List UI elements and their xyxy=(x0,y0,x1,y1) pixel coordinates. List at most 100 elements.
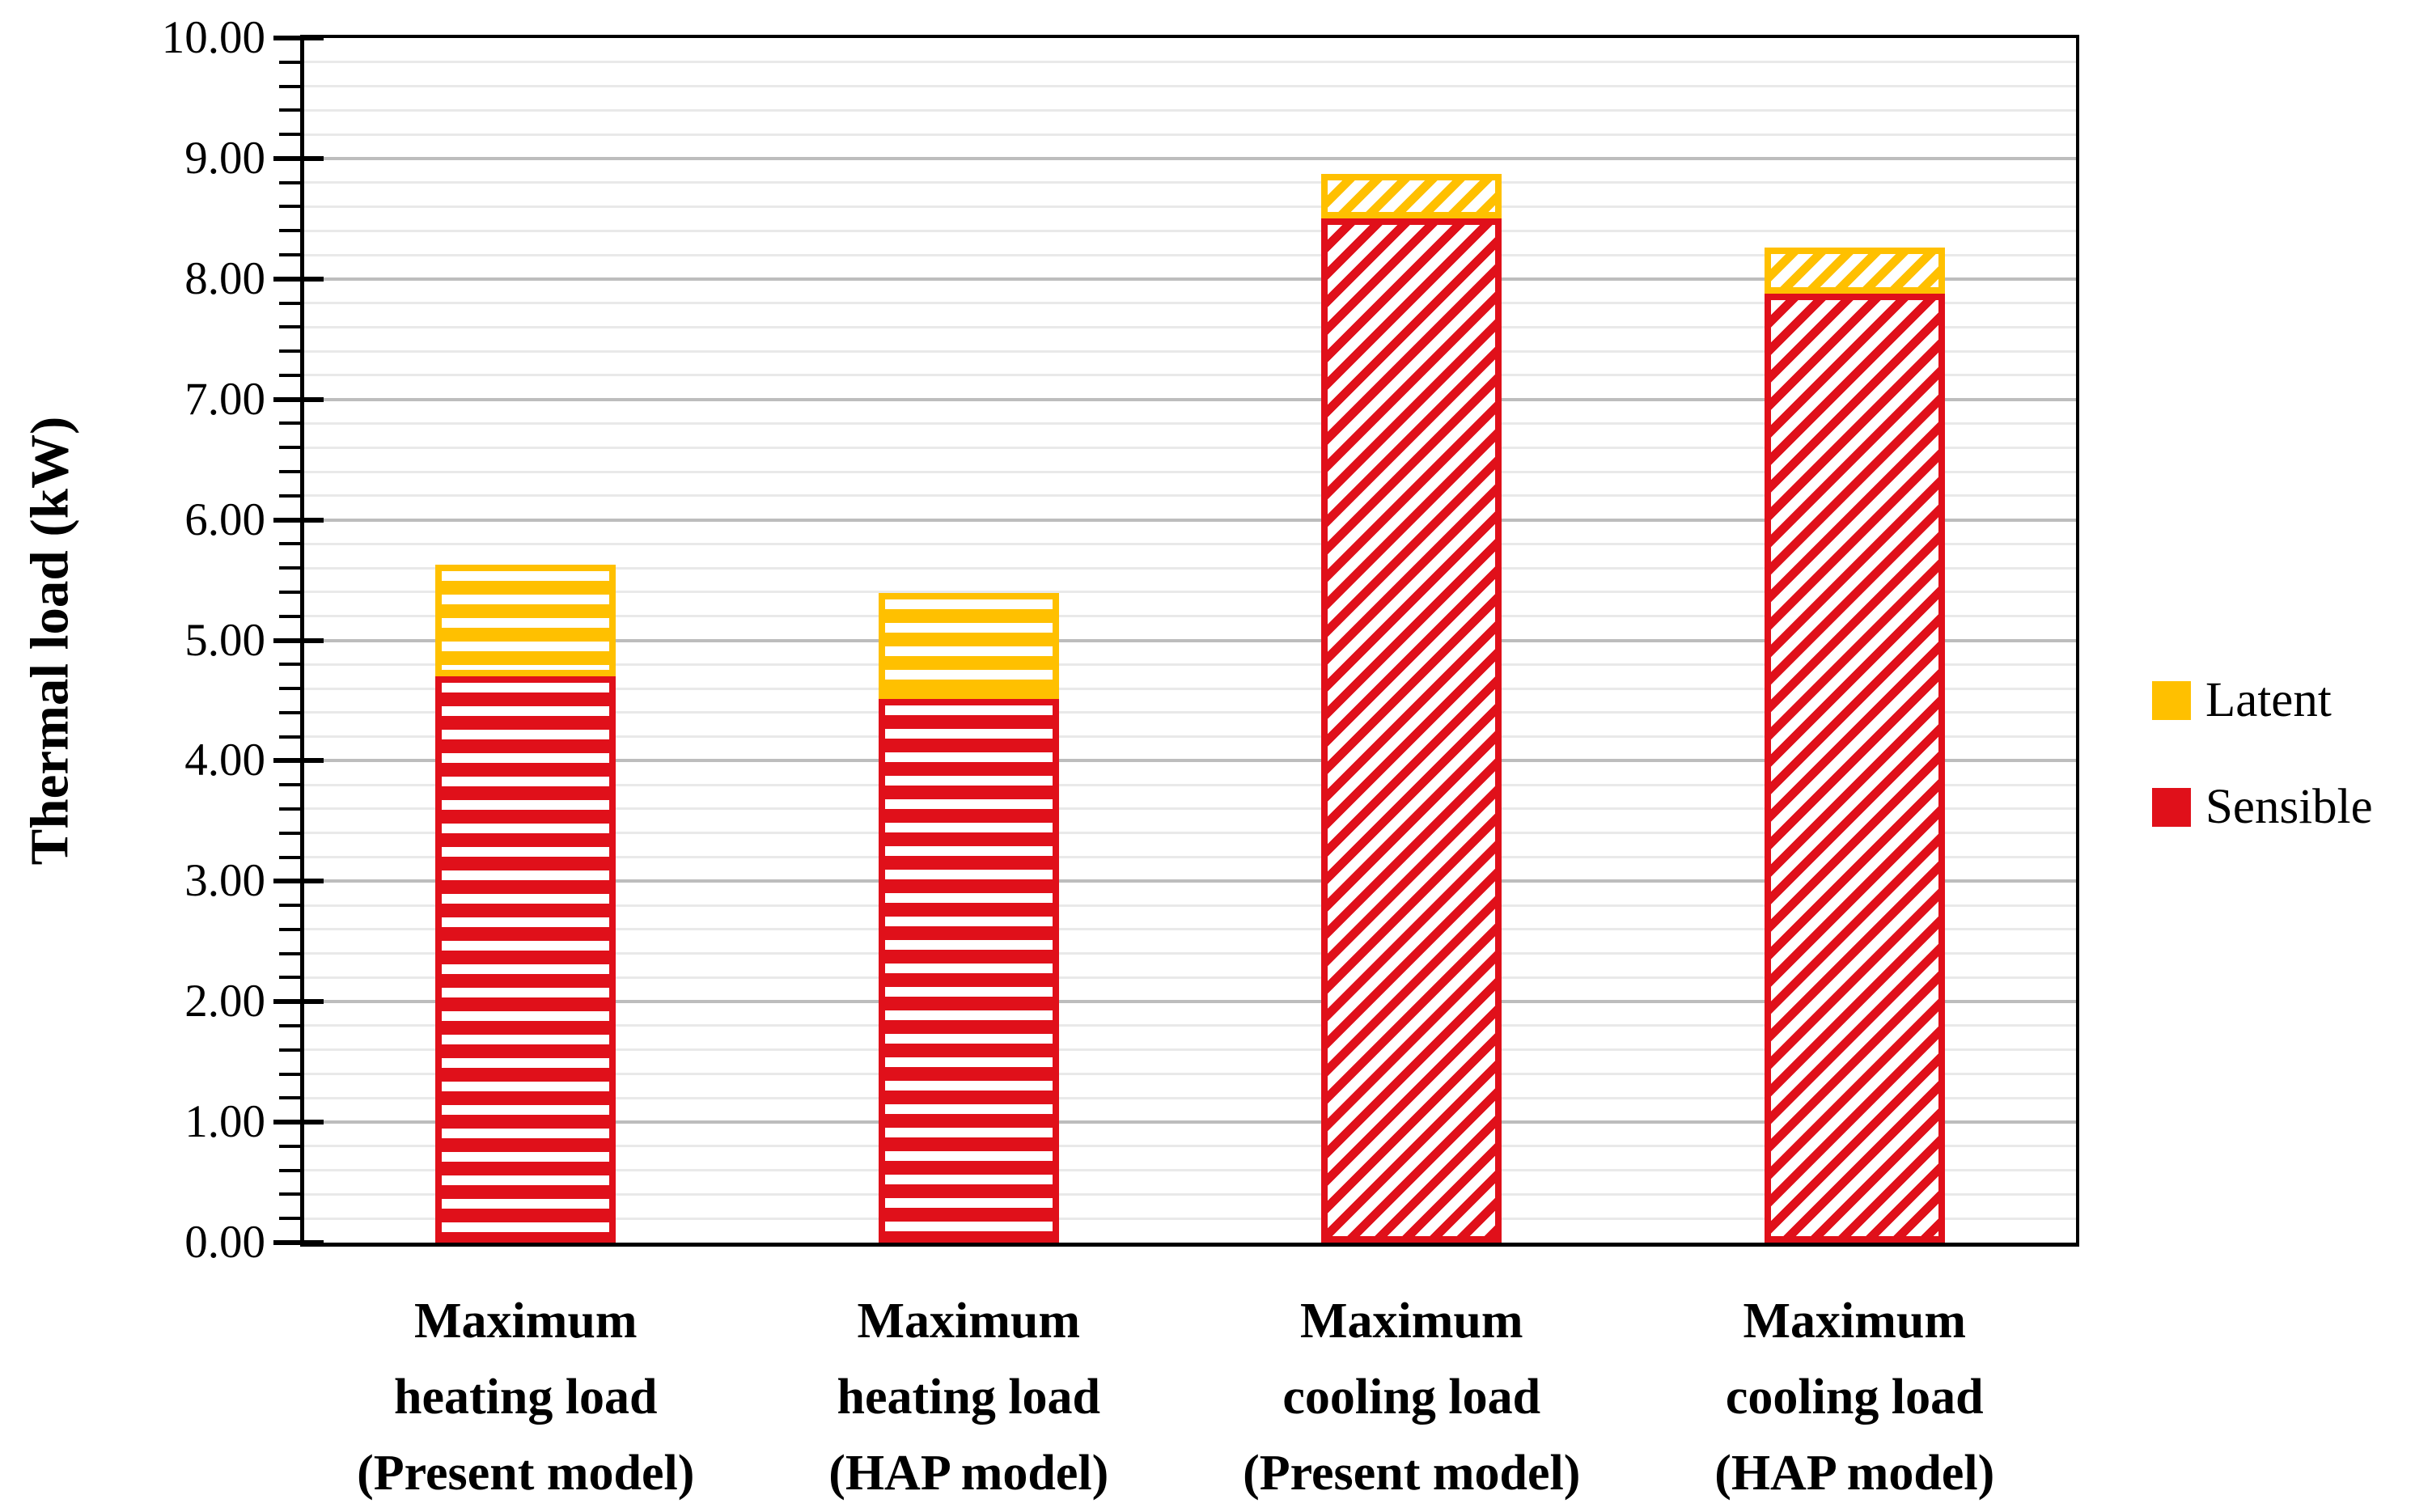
minor-gridline xyxy=(304,735,2076,739)
y-minor-tick xyxy=(279,1144,304,1148)
bar-latent-segment xyxy=(435,565,616,676)
major-gridline xyxy=(304,277,2076,281)
y-tick-label: 9.00 xyxy=(184,132,265,184)
minor-gridline xyxy=(304,1024,2076,1027)
y-minor-tick xyxy=(279,710,304,714)
category-label-line: Maximum xyxy=(857,1294,1081,1349)
y-major-tick xyxy=(273,36,324,40)
category-label-line: Maximum xyxy=(413,1294,638,1349)
major-gridline xyxy=(304,638,2076,642)
category-label-line: cooling load xyxy=(1725,1370,1984,1425)
y-minor-tick xyxy=(279,590,304,594)
y-minor-tick xyxy=(279,1217,304,1221)
y-minor-tick xyxy=(279,735,304,739)
minor-gridline xyxy=(304,928,2076,931)
minor-gridline xyxy=(304,108,2076,112)
bar-latent-segment xyxy=(878,593,1059,699)
category-label-line: Maximum xyxy=(1299,1294,1523,1349)
legend-swatch-latent xyxy=(2152,681,2191,720)
category-label: Maximum heating load (HAP model) xyxy=(742,1283,1195,1511)
minor-gridline xyxy=(304,807,2076,811)
legend-entry: Latent xyxy=(2152,676,2373,725)
y-minor-tick xyxy=(279,493,304,498)
y-tick-label: 5.00 xyxy=(184,614,265,666)
y-minor-tick xyxy=(279,133,304,137)
minor-gridline xyxy=(304,1145,2076,1148)
major-gridline xyxy=(304,397,2076,401)
minor-gridline xyxy=(304,85,2076,88)
minor-gridline xyxy=(304,591,2076,594)
bar-sensible-segment xyxy=(878,699,1059,1243)
y-minor-tick xyxy=(279,301,304,305)
minor-gridline xyxy=(304,856,2076,859)
minor-gridline xyxy=(304,133,2076,136)
major-gridline xyxy=(304,1120,2076,1124)
y-minor-tick xyxy=(279,1023,304,1027)
minor-gridline xyxy=(304,1169,2076,1172)
minor-gridline xyxy=(304,1192,2076,1196)
y-minor-tick xyxy=(279,84,304,88)
minor-gridline xyxy=(304,325,2076,328)
bar-sensible-segment xyxy=(435,676,616,1243)
category-label-line: (HAP model) xyxy=(1714,1446,1995,1501)
minor-gridline xyxy=(304,904,2076,907)
y-major-tick xyxy=(273,517,324,523)
y-minor-tick xyxy=(279,807,304,811)
y-major-tick xyxy=(273,1120,324,1125)
major-gridline xyxy=(304,1000,2076,1004)
y-major-tick xyxy=(273,155,324,161)
y-minor-tick xyxy=(279,1048,304,1052)
y-minor-tick xyxy=(279,470,304,474)
minor-gridline xyxy=(304,205,2076,208)
minor-gridline xyxy=(304,976,2076,979)
category-label-line: (Present model) xyxy=(357,1446,695,1501)
y-minor-tick xyxy=(279,783,304,787)
category-label-line: (HAP model) xyxy=(828,1446,1109,1501)
minor-gridline xyxy=(304,181,2076,184)
legend-label: Sensible xyxy=(2205,780,2373,834)
y-minor-tick xyxy=(279,325,304,329)
minor-gridline xyxy=(304,615,2076,618)
y-minor-tick xyxy=(279,976,304,980)
y-minor-tick xyxy=(279,253,304,257)
y-tick-label: 0.00 xyxy=(184,1217,265,1268)
y-tick-label: 2.00 xyxy=(184,976,265,1027)
y-tick-label: 7.00 xyxy=(184,373,265,425)
y-minor-tick xyxy=(279,421,304,426)
major-gridline xyxy=(304,518,2076,522)
y-minor-tick xyxy=(279,566,304,570)
y-minor-tick xyxy=(279,108,304,112)
plot-area xyxy=(300,35,2079,1247)
y-major-tick xyxy=(273,999,324,1005)
y-major-tick xyxy=(273,758,324,764)
y-tick-label: 3.00 xyxy=(184,855,265,907)
major-gridline xyxy=(304,759,2076,763)
category-label-line: heating load xyxy=(393,1370,658,1425)
y-major-tick xyxy=(273,1240,324,1245)
y-minor-tick xyxy=(279,1192,304,1196)
category-label-line: (Present model) xyxy=(1243,1446,1581,1501)
y-minor-tick xyxy=(279,831,304,835)
y-minor-tick xyxy=(279,1168,304,1172)
y-minor-tick xyxy=(279,1096,304,1100)
minor-gridline xyxy=(304,832,2076,835)
major-gridline xyxy=(304,156,2076,160)
y-major-tick xyxy=(273,637,324,643)
y-major-tick xyxy=(273,879,324,884)
y-minor-tick xyxy=(279,904,304,908)
minor-gridline xyxy=(304,783,2076,786)
bar-latent-segment xyxy=(1321,174,1502,218)
minor-gridline xyxy=(304,687,2076,690)
legend-swatch-sensible xyxy=(2152,788,2191,827)
major-gridline xyxy=(304,879,2076,883)
legend: Latent Sensible xyxy=(2152,676,2373,892)
y-major-tick xyxy=(273,276,324,282)
minor-gridline xyxy=(304,229,2076,232)
category-label-line: cooling load xyxy=(1282,1370,1541,1425)
minor-gridline xyxy=(304,1217,2076,1220)
category-label-line: heating load xyxy=(837,1370,1101,1425)
y-tick-label: 4.00 xyxy=(184,735,265,786)
minor-gridline xyxy=(304,566,2076,570)
bar-sensible-segment xyxy=(1764,294,1945,1243)
